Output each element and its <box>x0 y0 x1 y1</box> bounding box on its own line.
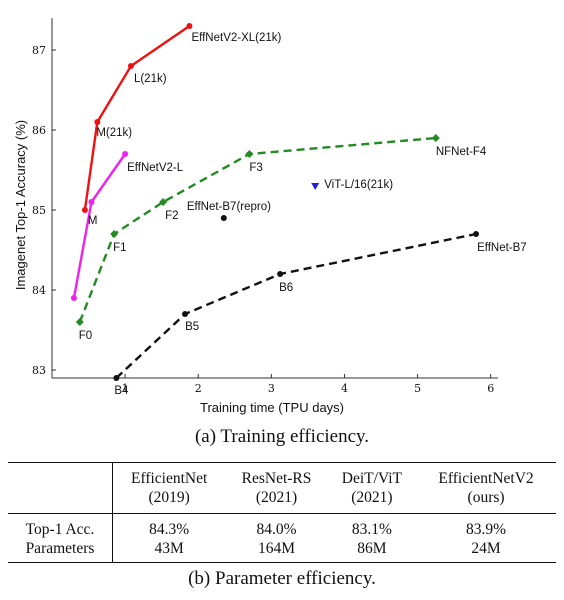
x-tick-label: 6 <box>487 382 494 395</box>
table-cell: 86M <box>327 539 417 563</box>
model-year: (2021) <box>255 489 298 506</box>
table-corner-cell <box>8 462 113 514</box>
table-cell: 83.9% <box>416 513 556 539</box>
x-tick-label: 4 <box>341 382 348 395</box>
data-point-marker <box>70 295 77 301</box>
series-line-2 <box>78 136 436 323</box>
caption-training-efficiency: (a) Training efficiency. <box>194 426 370 447</box>
data-point-marker <box>186 23 193 29</box>
model-year: (2021) <box>351 489 393 506</box>
model-year: (2019) <box>148 489 190 506</box>
row-label: Top-1 Acc. <box>8 513 113 539</box>
table-cell: 24M <box>416 539 556 563</box>
data-point-marker <box>75 318 84 326</box>
y-tick-label: 86 <box>32 124 46 137</box>
x-tick-label: 2 <box>195 382 202 395</box>
table-header-cell: EfficientNet (2019) <box>112 462 226 514</box>
series-line-3 <box>115 232 477 379</box>
data-point-label: B6 <box>279 282 293 294</box>
data-point-marker <box>81 207 88 213</box>
training-efficiency-chart: 83 84 85 86 87 1 2 3 4 5 6 M M(21k) L(21k) EffNetV2-X… <box>13 18 527 415</box>
table-header-cell: EfficientNetV2 (ours) <box>416 462 556 514</box>
x-axis-title: Training time (TPU days) <box>200 400 344 415</box>
y-tick-label: 84 <box>32 284 46 297</box>
data-point-marker <box>88 199 95 205</box>
data-point-marker <box>113 375 120 381</box>
model-name: EfficientNetV2 <box>438 470 534 487</box>
data-point-label: EffNetV2-L <box>127 162 184 174</box>
series-line-0 <box>83 25 191 211</box>
x-tick-label: 1 <box>122 382 129 395</box>
row-label: Parameters <box>8 539 113 563</box>
table-header-cell: ResNet-RS (2021) <box>225 462 328 514</box>
y-tick-label: 83 <box>32 364 46 377</box>
model-name: ResNet-RS <box>241 470 312 487</box>
table-row: Parameters 43M 164M 86M 24M <box>8 539 556 563</box>
table-cell: 43M <box>112 539 226 563</box>
model-name: EfficientNet <box>130 470 208 487</box>
table-cell: 84.0% <box>225 513 328 539</box>
data-point-marker <box>127 63 134 69</box>
y-tick-label: 87 <box>32 44 46 57</box>
series-line-1 <box>72 153 127 299</box>
data-point-label: NFNet-F4 <box>436 146 487 158</box>
table-cell: 84.3% <box>112 513 226 539</box>
caption-parameter-efficiency: (b) Parameter efficiency. <box>188 568 376 589</box>
model-year: (ours) <box>467 489 505 506</box>
table-cell: 164M <box>225 539 328 563</box>
data-point-label: B4 <box>114 385 129 397</box>
data-point-label: B5 <box>185 321 199 333</box>
x-tick-label: 3 <box>268 382 275 395</box>
y-axis-title: Imagenet Top-1 Accuracy (%) <box>13 120 28 290</box>
data-point-label: M <box>88 215 98 227</box>
data-point-marker <box>182 311 189 317</box>
table-header-cell: DeiT/ViT (2021) <box>327 462 417 514</box>
data-point-marker <box>159 198 168 206</box>
data-point-marker <box>277 271 284 277</box>
data-point-label: EffNet-B7(repro) <box>187 201 271 213</box>
data-point-marker <box>473 231 480 237</box>
data-point-marker <box>245 150 254 158</box>
data-point-label: ViT-L/16(21k) <box>324 179 393 191</box>
data-point-marker <box>311 183 320 190</box>
data-point-marker <box>220 215 227 221</box>
data-point-label: M(21k) <box>96 127 132 139</box>
data-point-label: L(21k) <box>134 73 167 85</box>
y-tick-label: 85 <box>32 204 46 217</box>
model-name: DeiT/ViT <box>341 470 402 487</box>
data-point-marker <box>122 151 129 157</box>
data-point-marker <box>431 134 440 142</box>
table-row: Top-1 Acc. 84.3% 84.0% 83.1% 83.9% <box>8 513 556 539</box>
data-point-label: F0 <box>79 330 92 342</box>
data-point-marker <box>110 230 119 238</box>
data-point-label: EffNet-B7 <box>477 242 527 254</box>
table-cell: 83.1% <box>327 513 417 539</box>
data-point-marker <box>94 119 101 125</box>
data-point-label: F2 <box>165 210 178 222</box>
data-point-label: F1 <box>113 242 126 254</box>
data-point-label: F3 <box>249 162 262 174</box>
parameter-efficiency-table: EfficientNet (2019) ResNet-RS (2021) Dei… <box>8 462 556 563</box>
x-tick-label: 5 <box>414 382 421 395</box>
data-point-label: EffNetV2-XL(21k) <box>191 32 281 44</box>
table-header-row: EfficientNet (2019) ResNet-RS (2021) Dei… <box>8 462 556 514</box>
